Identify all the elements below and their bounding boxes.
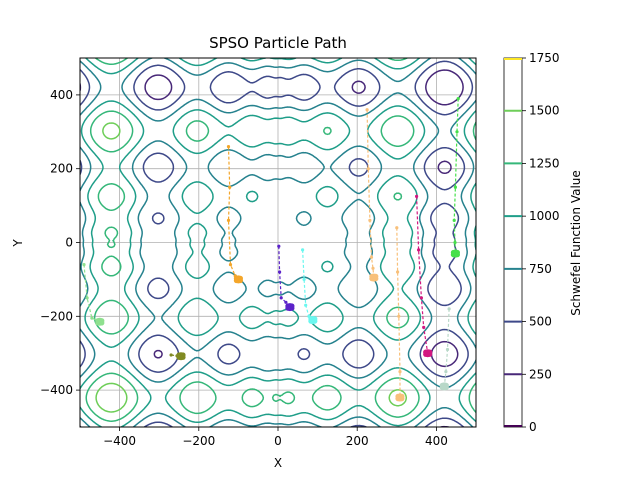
chart-title: SPSO Particle Path — [209, 34, 347, 52]
particle-point — [417, 248, 421, 252]
particle-point — [228, 185, 232, 189]
particle-point — [226, 218, 231, 222]
particle-point — [396, 270, 400, 274]
colorbar-tick-label: 1250 — [529, 156, 560, 170]
particle-cluster-point — [373, 273, 379, 279]
particle-point — [455, 130, 459, 134]
particle-point — [369, 255, 374, 259]
y-tick-label: 200 — [50, 162, 73, 176]
particle-point — [90, 316, 94, 320]
colorbar-tick-label: 0 — [529, 420, 537, 434]
y-axis-label: Y — [11, 239, 25, 248]
particle-cluster-point — [312, 316, 318, 322]
particle-point — [419, 296, 423, 300]
particle-point — [371, 266, 375, 270]
colorbar-bar — [503, 57, 523, 428]
colorbar-tick-label: 250 — [529, 367, 552, 381]
contour-level-1250 — [85, 58, 476, 422]
particle-point — [395, 226, 399, 230]
particle-point — [278, 270, 282, 274]
particle-point — [365, 108, 369, 112]
particle-point — [301, 248, 305, 252]
x-tick-label: 200 — [346, 434, 369, 448]
particle-point — [398, 370, 402, 374]
particle-point — [447, 307, 451, 311]
x-tick-label: −200 — [182, 434, 215, 448]
contour-lines — [80, 58, 476, 427]
particle-path-6 — [443, 308, 450, 387]
particle-point — [228, 263, 233, 267]
particle-point — [444, 370, 448, 374]
colorbar-tick-label: 1500 — [529, 104, 560, 118]
contour-level-750 — [80, 58, 476, 427]
colorbar-levels — [504, 58, 522, 427]
particle-point — [445, 347, 450, 352]
particle-cluster-point — [99, 318, 105, 324]
x-tick-label: 400 — [425, 434, 448, 448]
particle-point — [452, 218, 456, 222]
colorbar-tick-label: 1750 — [529, 51, 560, 65]
particle-point — [82, 263, 86, 267]
colorbar-ticks: 0 250 500 750 1000 1250 1500 1750 — [522, 51, 560, 434]
particle-point — [453, 240, 457, 245]
particle-point — [422, 325, 426, 329]
particle-point — [284, 300, 288, 304]
particle-point — [368, 218, 372, 222]
particle-cluster-point — [443, 382, 449, 388]
particle-point — [279, 296, 283, 300]
x-axis-label: X — [274, 456, 282, 470]
particle-point — [397, 314, 401, 318]
y-tick-label: −400 — [40, 383, 73, 397]
y-tick-label: 0 — [65, 236, 73, 250]
particle-point — [277, 244, 281, 248]
y-tick-label: 400 — [50, 88, 73, 102]
particle-point — [366, 167, 370, 171]
particle-cluster-point — [454, 249, 460, 256]
particle-point — [302, 277, 306, 281]
particle-point — [169, 353, 173, 357]
particle-path-9 — [83, 264, 101, 323]
x-tick-label: −400 — [103, 434, 136, 448]
particle-point — [304, 303, 308, 307]
particle-path-5 — [453, 98, 459, 254]
y-axis-ticks: −400 −200 0 200 400 — [40, 88, 80, 397]
colorbar-tick-label: 1000 — [529, 209, 560, 223]
colorbar-tick-label: 500 — [529, 315, 552, 329]
particle-point — [453, 185, 457, 189]
particle-cluster-point — [427, 349, 433, 355]
particle-cluster-point — [399, 393, 405, 399]
particle-point — [226, 145, 231, 149]
particle-point — [85, 296, 89, 300]
particle-cluster-point — [289, 303, 295, 309]
particle-path-3 — [396, 227, 401, 398]
x-axis-ticks: −400 −200 0 200 400 — [103, 427, 448, 448]
colorbar: 0 250 500 750 1000 1250 1500 1750 Schwefel Func… — [503, 51, 583, 434]
grid-lines — [80, 58, 476, 427]
particle-point — [415, 194, 419, 198]
colorbar-label: Schwefel Function Value — [569, 170, 583, 316]
particle-cluster-point — [237, 275, 243, 281]
x-tick-label: 0 — [274, 434, 282, 448]
colorbar-tick-label: 750 — [529, 262, 552, 276]
particle-point — [456, 97, 460, 101]
particle-cluster-point — [180, 352, 186, 358]
contour-level-1500 — [95, 122, 408, 413]
y-tick-label: −200 — [40, 309, 73, 323]
particle-paths — [82, 97, 460, 402]
